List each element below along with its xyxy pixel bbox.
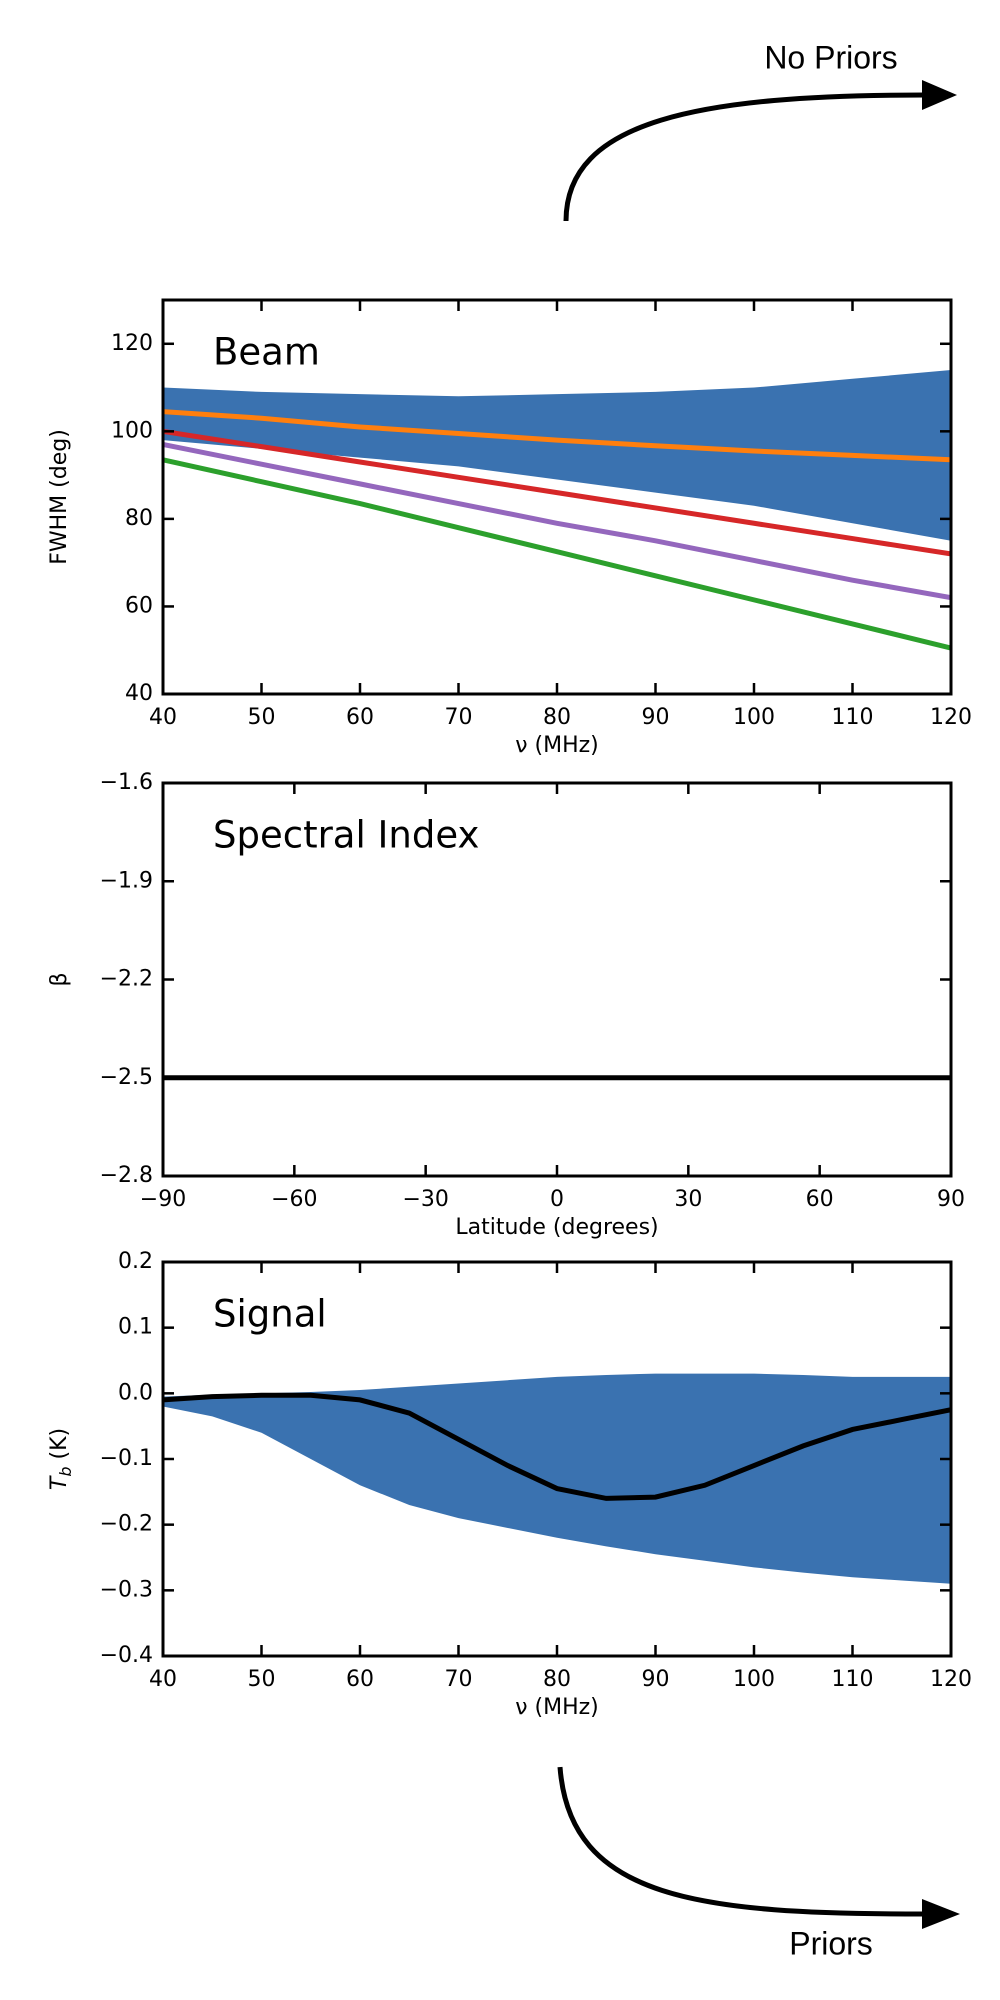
annotation: Priors xyxy=(789,1925,873,1961)
y-tick-label: −0.4 xyxy=(100,1643,153,1668)
line xyxy=(163,457,951,651)
y-tick-label: −0.3 xyxy=(100,1577,153,1602)
y-tick-label: 0.0 xyxy=(118,1380,153,1405)
sample-band xyxy=(163,370,951,541)
x-tick-label: 0 xyxy=(550,1187,564,1212)
y-tick-label: −0.2 xyxy=(100,1512,153,1537)
plot-area xyxy=(163,1373,951,1584)
x-tick-label: 90 xyxy=(642,705,670,730)
y-tick-label: −2.2 xyxy=(100,967,153,992)
x-tick-label: −30 xyxy=(402,1187,448,1212)
arrow-head xyxy=(922,1899,960,1929)
sample-band xyxy=(163,1373,951,1584)
y-tick-label: 80 xyxy=(125,506,153,531)
x-tick-label: 120 xyxy=(930,705,972,730)
y-tick-label: −2.8 xyxy=(100,1163,153,1188)
line xyxy=(163,428,951,557)
x-tick-label: 120 xyxy=(930,1667,972,1692)
x-tick-label: 110 xyxy=(832,705,874,730)
x-tick-label: 90 xyxy=(642,1667,670,1692)
y-label-sub: b xyxy=(56,1466,75,1476)
y-tick-label: 120 xyxy=(111,331,153,356)
y-tick-label: −1.9 xyxy=(100,868,153,893)
x-axis-label: Latitude (degrees) xyxy=(455,1215,658,1240)
x-tick-label: 70 xyxy=(445,1667,473,1692)
plot-area xyxy=(163,370,951,651)
x-tick-label: 50 xyxy=(248,1667,276,1692)
arrow xyxy=(563,92,926,222)
y-axis-label: β xyxy=(47,972,72,986)
panel-title: Beam xyxy=(213,331,320,374)
y-axis-label: FWHM (deg) xyxy=(47,429,72,565)
y-axis-label: Tb (K) xyxy=(47,1428,75,1490)
x-axis-label: ν (MHz) xyxy=(515,733,599,758)
x-tick-label: 80 xyxy=(543,705,571,730)
x-tick-label: 100 xyxy=(733,1667,775,1692)
y-tick-label: 100 xyxy=(111,418,153,443)
x-tick-label: 70 xyxy=(445,705,473,730)
x-tick-label: 60 xyxy=(346,1667,374,1692)
arrow xyxy=(557,1766,926,1917)
x-tick-label: 30 xyxy=(674,1187,702,1212)
x-tick-label: −90 xyxy=(140,1187,186,1212)
y-label-main: T xyxy=(47,1475,72,1490)
x-tick-label: 50 xyxy=(248,705,276,730)
x-tick-label: 60 xyxy=(806,1187,834,1212)
y-tick-label: 0.1 xyxy=(118,1315,153,1340)
y-tick-label: 0.2 xyxy=(118,1249,153,1274)
x-tick-label: 90 xyxy=(937,1187,965,1212)
x-tick-label: 110 xyxy=(832,1667,874,1692)
x-axis-label: ν (MHz) xyxy=(515,1695,599,1720)
x-tick-label: 40 xyxy=(149,705,177,730)
line xyxy=(163,1392,951,1501)
y-label-rest: (K) xyxy=(47,1428,72,1467)
y-tick-label: −1.6 xyxy=(100,770,153,795)
panel-title: Signal xyxy=(213,1293,327,1336)
panel-title: Spectral Index xyxy=(213,814,479,857)
x-tick-label: 60 xyxy=(346,705,374,730)
y-tick-label: −2.5 xyxy=(100,1065,153,1090)
y-tick-label: −0.1 xyxy=(100,1446,153,1471)
arrow-head xyxy=(922,80,957,110)
line xyxy=(163,409,951,463)
x-tick-label: 80 xyxy=(543,1667,571,1692)
y-tick-label: 60 xyxy=(125,593,153,618)
x-tick-label: 40 xyxy=(149,1667,177,1692)
y-tick-label: 40 xyxy=(125,681,153,706)
line xyxy=(163,442,951,601)
x-tick-label: 100 xyxy=(733,705,775,730)
annotation: No Priors xyxy=(764,39,897,75)
x-tick-label: −60 xyxy=(271,1187,317,1212)
